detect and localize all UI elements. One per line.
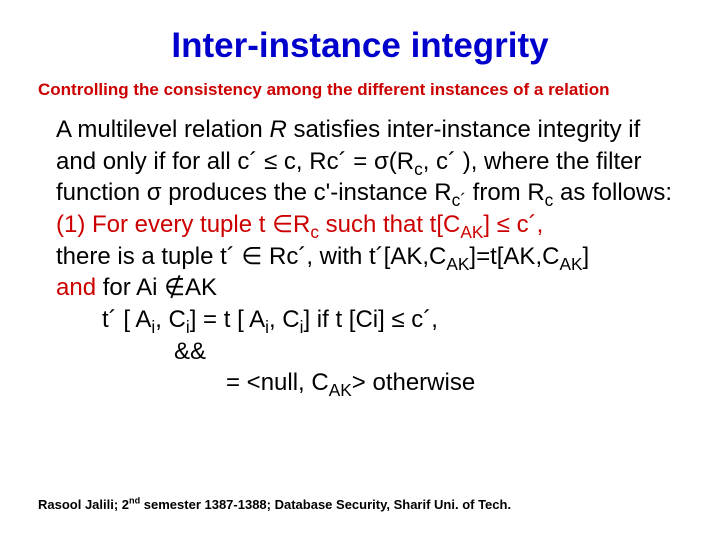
condition-1-line2: there is a tuple t´ ∈ Rc´, with t´[AK,CA… <box>56 241 682 273</box>
equation-2: = <null, CAK> otherwise <box>56 367 682 399</box>
condition-1: (1) For every tuple t ∈Rc such that t[CA… <box>56 209 682 241</box>
slide-footer: Rasool Jalili; 2nd semester 1387-1388; D… <box>38 497 511 512</box>
condition-1-line3: and for Ai ∉AK <box>56 272 682 304</box>
slide-subtitle: Controlling the consistency among the di… <box>38 80 682 100</box>
para-definition: A multilevel relation R satisfies inter-… <box>56 114 682 209</box>
equation-amp: && <box>56 336 682 368</box>
slide-body: A multilevel relation R satisfies inter-… <box>38 114 682 399</box>
equation-1: t´ [ Ai, Ci] = t [ Ai, Ci] if t [Ci] ≤ c… <box>56 304 682 336</box>
slide-title: Inter-instance integrity <box>38 26 682 66</box>
